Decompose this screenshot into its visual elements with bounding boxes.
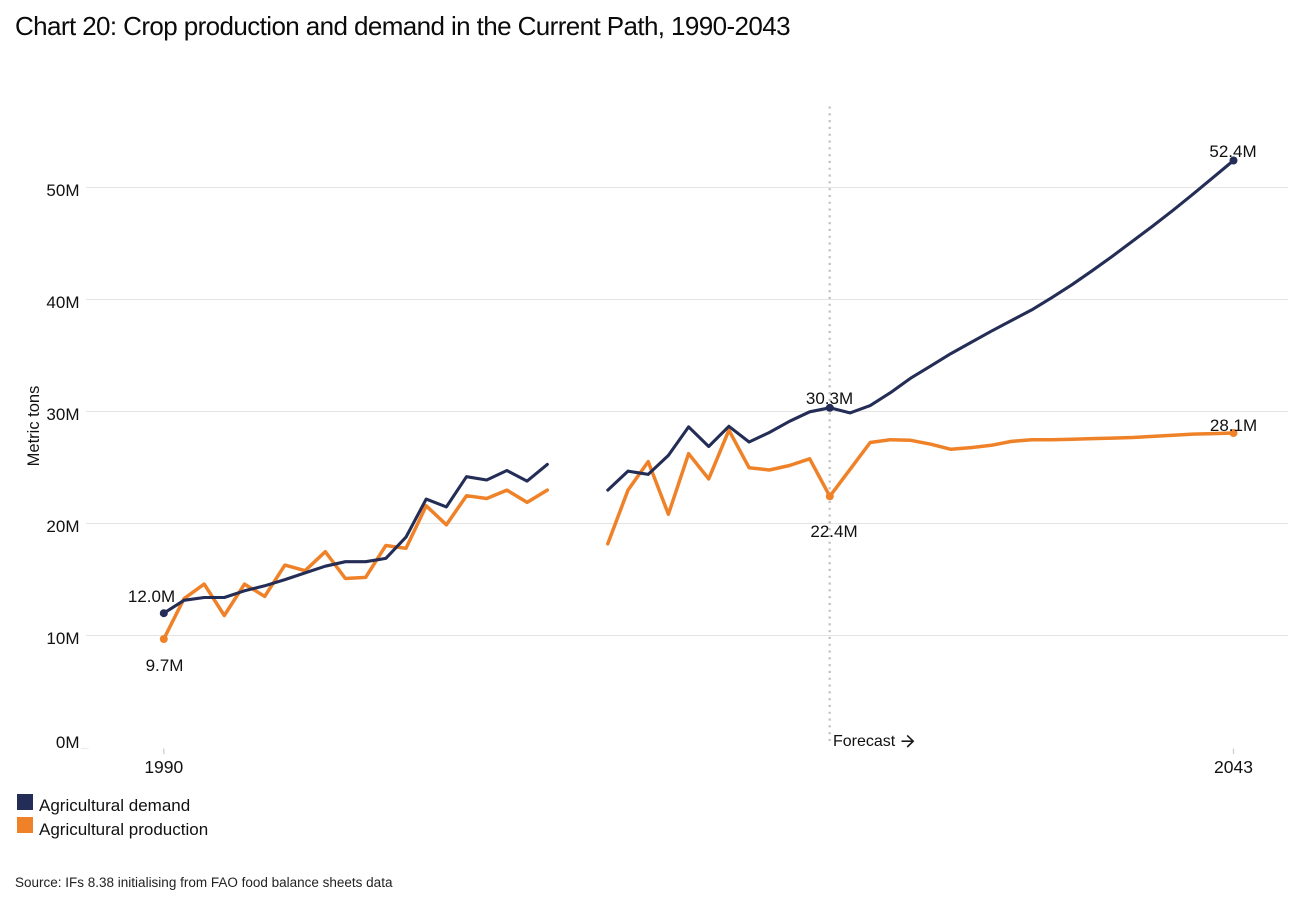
svg-text:Metric tons: Metric tons	[25, 386, 43, 467]
